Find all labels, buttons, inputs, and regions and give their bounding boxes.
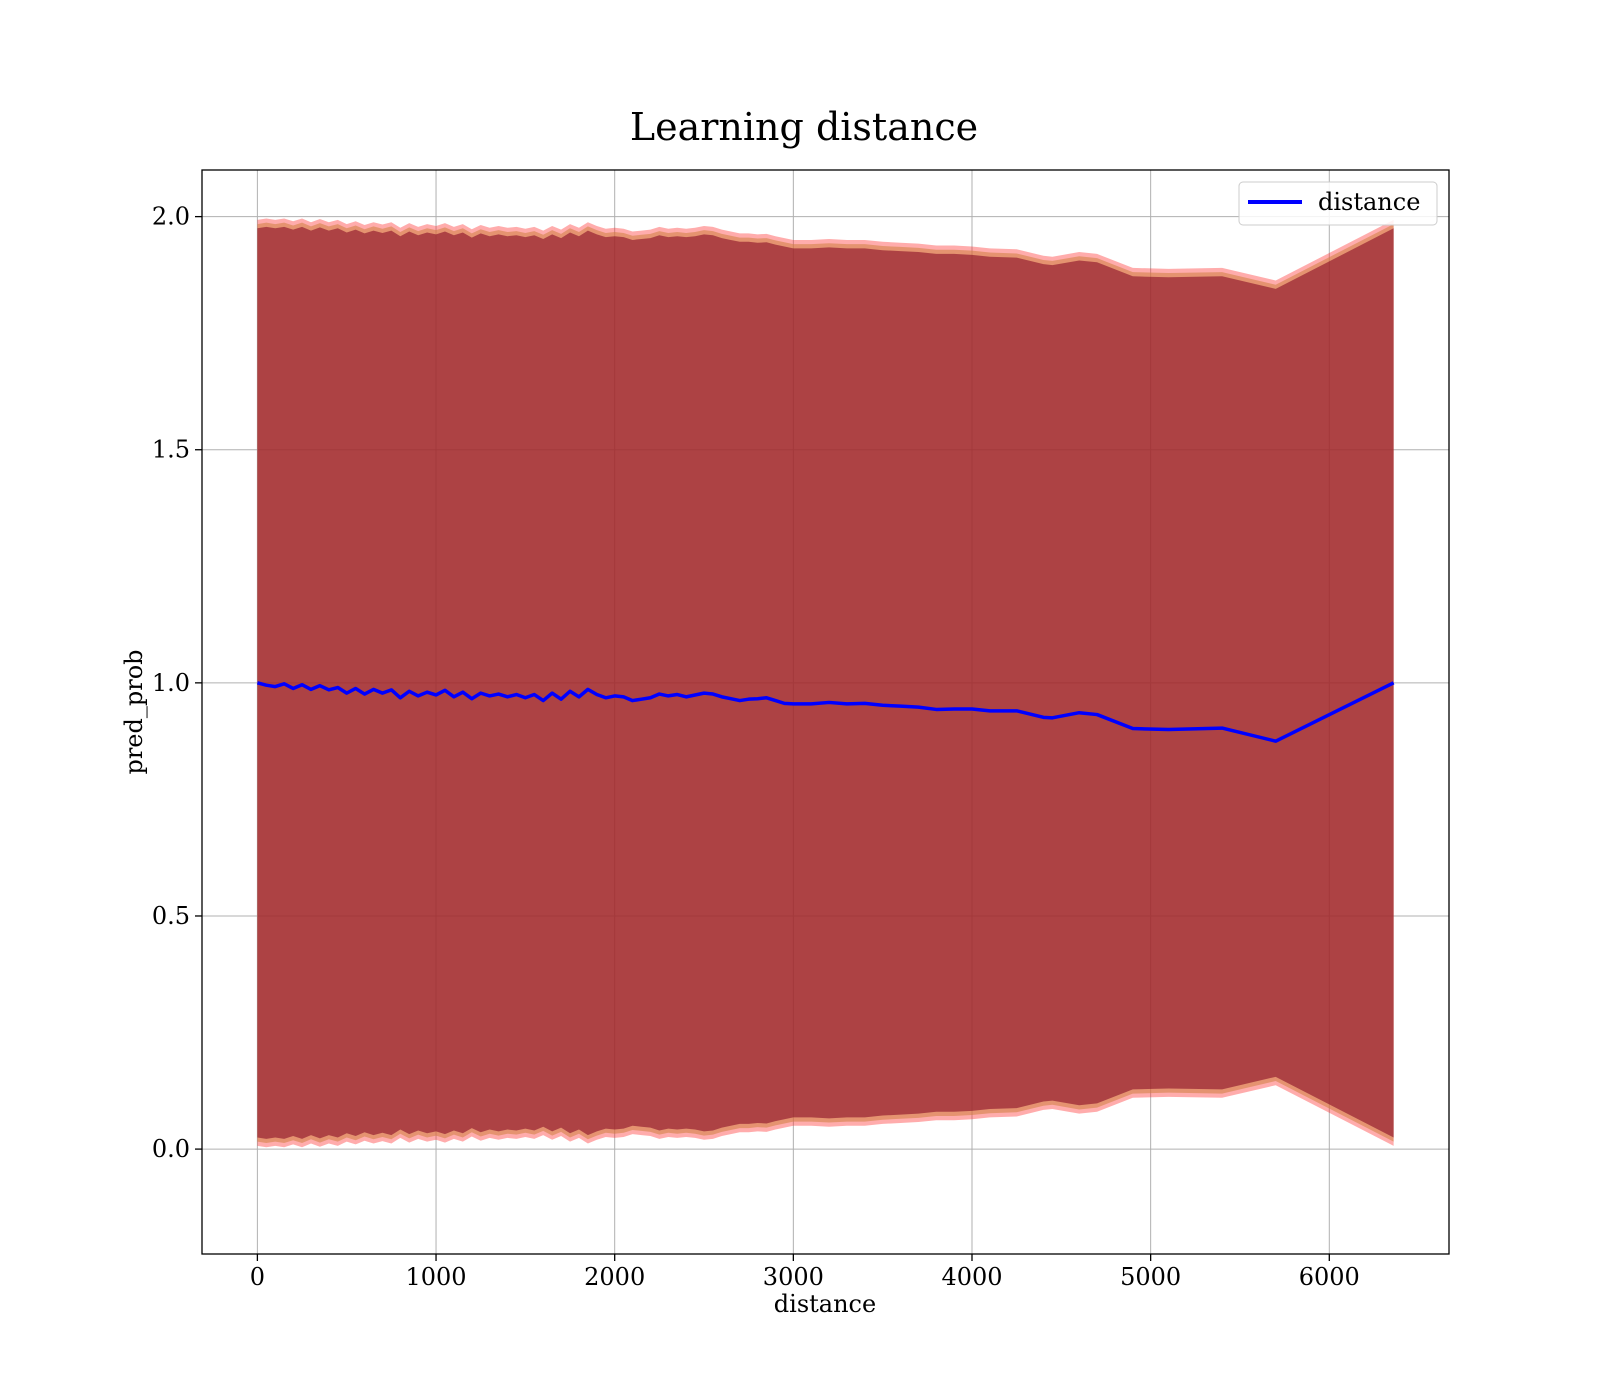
y-tick-label-2: 1.0 — [152, 669, 190, 697]
x-tick-label-5: 5000 — [1120, 1263, 1181, 1291]
y-tick-label-4: 2.0 — [152, 203, 190, 231]
series-line-distance — [256, 681, 1395, 743]
x-tick-label-0: 0 — [250, 1263, 265, 1291]
band-layer — [257, 218, 1394, 1148]
band-inner — [257, 226, 1394, 1139]
tick-layer: 0 1000 2000 3000 4000 5000 6000 0.0 0.5 1.0 1.5 2.0 — [152, 203, 1360, 1291]
x-tick-label-6: 6000 — [1299, 1263, 1360, 1291]
chart-title: Learning distance — [630, 105, 978, 149]
plot-frame — [201, 169, 1450, 1255]
x-tick-label-1: 1000 — [405, 1263, 466, 1291]
x-tick-label-4: 4000 — [941, 1263, 1002, 1291]
y-tick-label-3: 1.5 — [152, 436, 190, 464]
line-layer — [256, 681, 1395, 743]
x-axis-label: distance — [774, 1290, 876, 1318]
legend-label-distance: distance — [1318, 188, 1420, 216]
y-tick-label-1: 0.5 — [152, 902, 190, 930]
y-axis-label: pred_prob — [120, 649, 148, 774]
x-tick-label-2: 2000 — [584, 1263, 645, 1291]
y-tick-label-0: 0.0 — [152, 1135, 190, 1163]
legend: distance — [1238, 181, 1438, 226]
x-tick-label-3: 3000 — [763, 1263, 824, 1291]
legend-box — [1238, 181, 1438, 226]
